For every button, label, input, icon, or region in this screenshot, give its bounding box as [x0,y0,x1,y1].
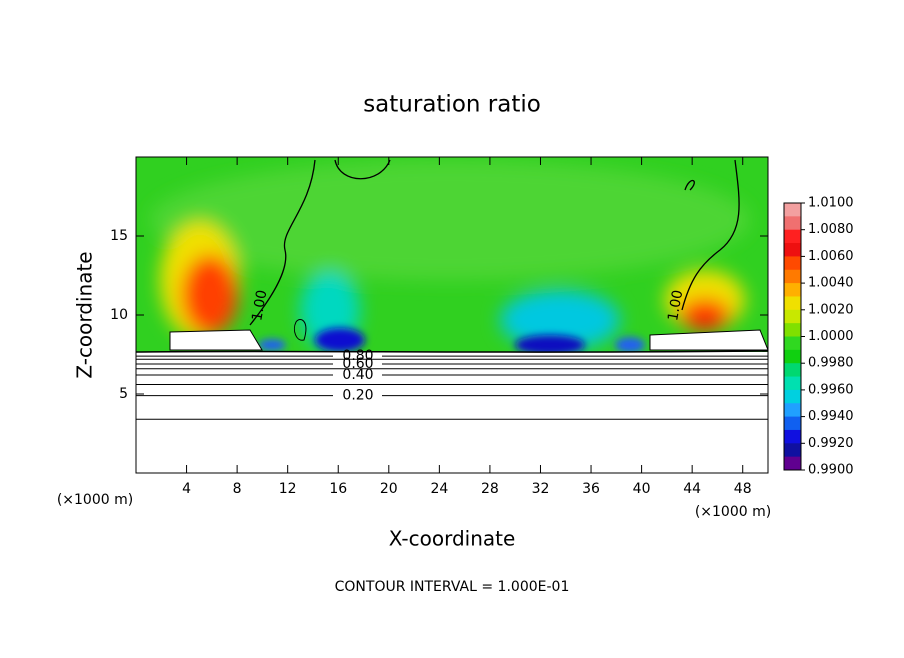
y-tick-label: 15 [110,228,128,244]
colorbar-tick-label: 0.9980 [808,356,854,371]
colorbar-band [784,216,801,231]
x-tick-label: 16 [329,481,347,497]
colorbar-band [784,243,801,257]
contour-label: 1.00 [665,289,686,322]
chart-layer: 4 8 12 16 20 24 28 32 36 40 44 48510150.200.400.600… [110,157,854,497]
colorbar-tick-label: 1.0060 [808,249,854,264]
colorbar-band [784,229,801,244]
colorbar-band [784,349,801,364]
x-tick-label: 24 [430,481,448,497]
colorbar-band [784,456,801,471]
colorbar-band [784,309,801,324]
x-tick-label: 28 [481,481,499,497]
x-tick-label: 36 [582,481,600,497]
y-axis-title: Z-coordinate [73,251,97,378]
x-tick-label: 4 [182,481,191,497]
colorbar-tick-label: 1.0080 [808,222,854,237]
chart-title: saturation ratio [363,92,541,118]
y-tick-label: 10 [110,307,128,323]
y-tick-label: 5 [119,386,128,402]
contour-label: 0.60 [342,356,373,372]
x-tick-label: 12 [279,481,297,497]
contour-label: 0.20 [342,388,373,404]
footnote: CONTOUR INTERVAL = 1.000E-01 [335,579,570,595]
colorbar-tick-label: 0.9940 [808,409,854,424]
contour-label: 1.00 [249,289,270,322]
colorbar-tick-label: 1.0020 [808,302,854,317]
colorbar-tick-label: 0.9900 [808,463,854,478]
colorbar-band [784,336,801,351]
colorbar-band [784,389,801,404]
field [136,157,768,473]
colorbar-band [784,283,801,297]
colorbar-band [784,429,801,444]
colorbar-band [784,416,801,431]
x-tick-label: 48 [734,481,752,497]
colorbar-tick-label: 0.9920 [808,436,854,451]
colorbar-band [784,203,801,217]
colorbar-band [784,269,801,284]
colorbar-band [784,376,801,391]
colorbar-band [784,323,801,337]
colorbar-tick-label: 1.0000 [808,329,854,344]
colorbar-band [784,256,801,271]
colorbar-band [784,443,801,458]
x-unit: (×1000 m) [695,504,771,520]
colorbar-band [784,296,801,311]
colorbar-tick-label: 1.0100 [808,196,854,211]
colorbar-band [784,363,801,378]
x-axis-title: X-coordinate [389,527,516,551]
x-tick-label: 40 [633,481,651,497]
x-tick-label: 20 [380,481,398,497]
colorbar-band [784,403,801,418]
contour-label: 0.40 [342,367,373,383]
x-tick-label: 44 [683,481,701,497]
colorbar-tick-label: 0.9960 [808,382,854,397]
x-tick-label: 32 [532,481,550,497]
contour-label: 0.80 [342,348,373,364]
x-tick-label: 8 [233,481,242,497]
x-unit: (×1000 m) [57,492,133,508]
colorbar-tick-label: 1.0040 [808,276,854,291]
